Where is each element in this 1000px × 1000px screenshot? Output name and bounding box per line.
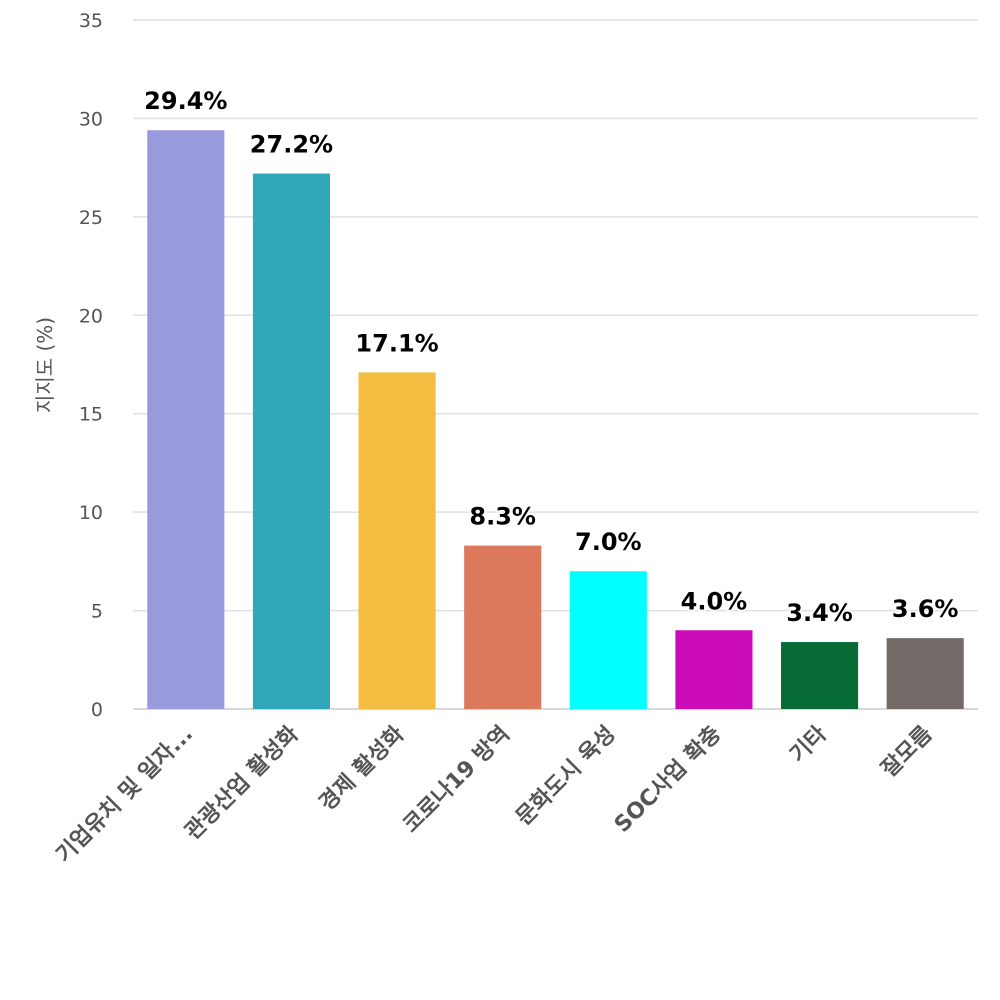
data-label: 17.1% [355, 329, 438, 357]
category-label: 문화도시 육성 [512, 722, 621, 831]
data-label: 4.0% [681, 587, 748, 615]
category-label: 잘모름 [877, 722, 938, 783]
data-label: 27.2% [250, 131, 333, 159]
data-labels: 29.4% 27.2% 17.1% 8.3% 7.0% 4.0% 3.4% 3.6% [143, 86, 960, 629]
bar [252, 173, 330, 709]
bar [569, 571, 647, 709]
bar [886, 638, 964, 709]
y-tick-label: 25 [79, 207, 103, 229]
bar [358, 372, 436, 709]
category-label: 기업유치 및 일자... [52, 722, 198, 868]
bar [464, 545, 542, 709]
category-label: 코로나19 방역 [399, 722, 515, 838]
y-tick-label: 35 [79, 10, 103, 32]
y-tick-label: 10 [79, 502, 103, 524]
data-label: 3.6% [892, 595, 959, 623]
data-label: 8.3% [469, 503, 536, 531]
bar [675, 630, 753, 709]
y-tick-label: 5 [91, 601, 103, 623]
bars [147, 130, 964, 710]
category-label: SOC사업 확충 [610, 722, 726, 838]
y-axis-title: 지지도 (%) [33, 317, 57, 413]
y-tick-label: 30 [79, 108, 103, 130]
y-tick-label: 0 [91, 699, 103, 721]
category-label: 관광산업 활성화 [180, 722, 303, 845]
category-label: 기타 [786, 721, 833, 768]
y-tick-label: 15 [79, 404, 103, 426]
bar [781, 642, 859, 709]
category-label: 경제 활성화 [315, 722, 410, 817]
bar [147, 130, 225, 710]
data-label: 3.4% [786, 599, 853, 627]
y-axis-ticks: 0 5 10 15 20 25 30 35 [79, 10, 103, 721]
y-tick-label: 20 [79, 305, 103, 327]
data-label: 7.0% [575, 528, 642, 556]
data-label: 29.4% [144, 87, 227, 115]
